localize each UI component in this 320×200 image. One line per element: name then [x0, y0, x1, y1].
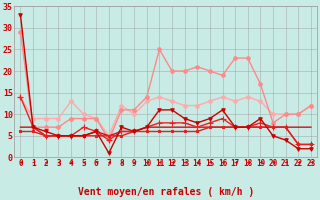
X-axis label: Vent moyen/en rafales ( km/h ): Vent moyen/en rafales ( km/h ): [77, 187, 254, 197]
